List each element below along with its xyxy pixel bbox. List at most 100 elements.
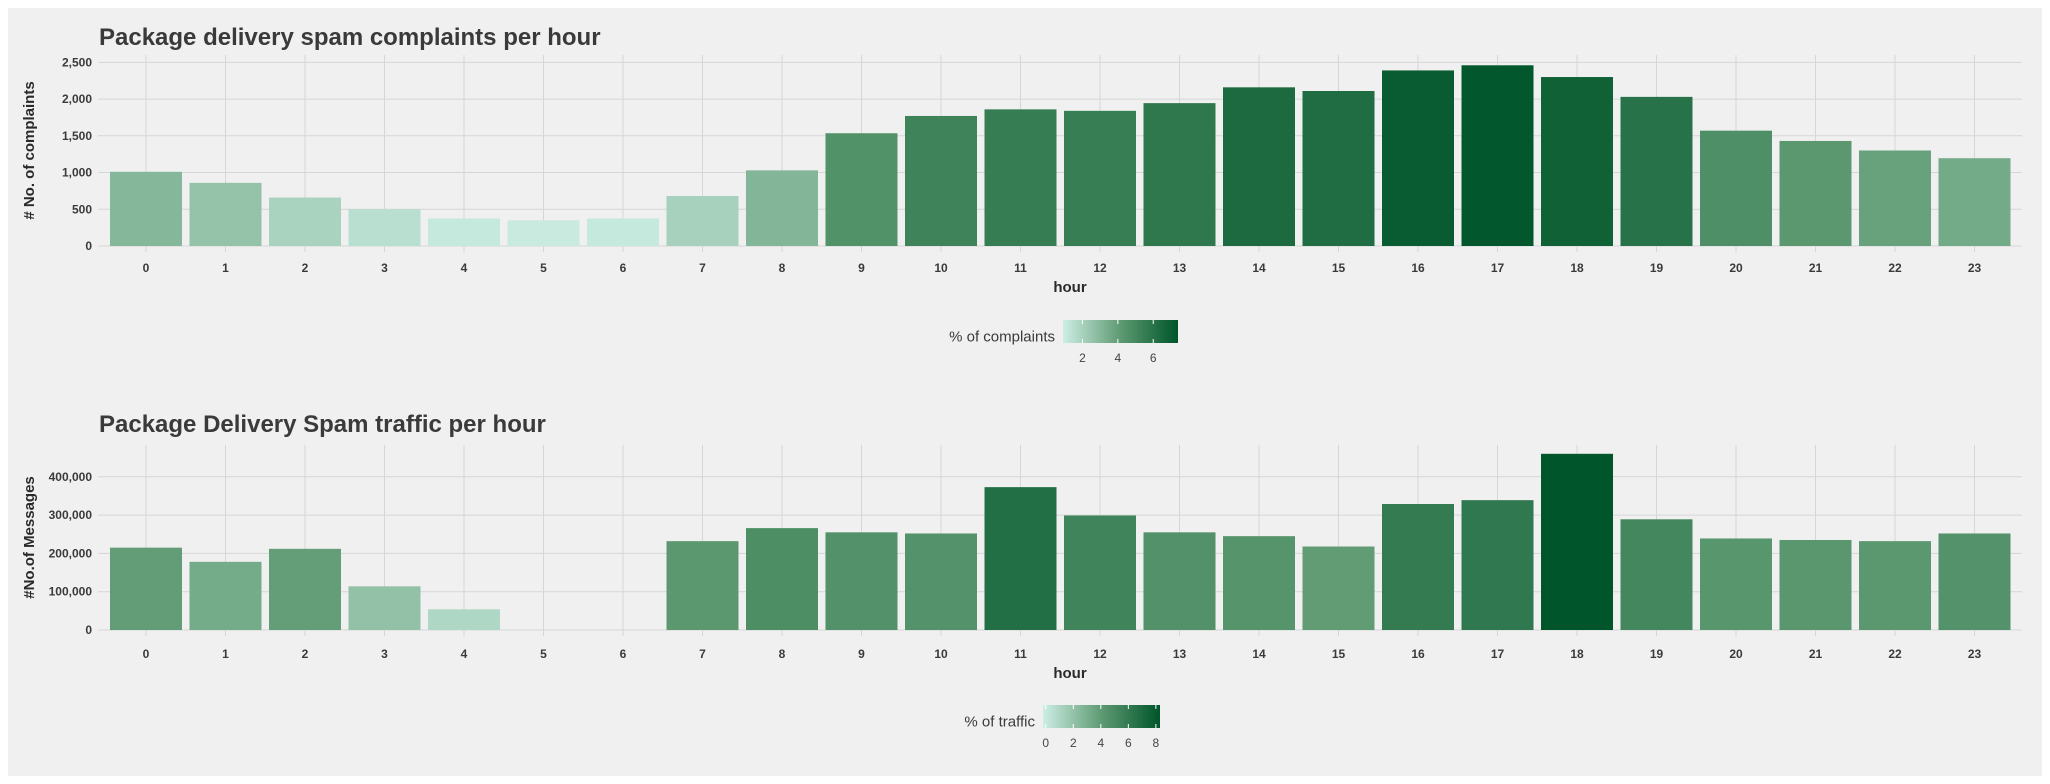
bar-hour-14 [1223,536,1295,630]
legend-tick-label: 2 [1070,736,1077,750]
chart-panel: Package delivery spam complaints per hou… [8,8,2042,776]
bar-hour-17 [1461,65,1534,247]
bar-hour-19 [1620,519,1693,630]
y-tick-label: 2,000 [62,92,92,106]
bar-hour-13 [1143,103,1216,246]
x-tick-label: 23 [1968,261,1982,275]
x-tick-label: 20 [1729,647,1743,661]
bar-hour-1 [189,182,262,246]
x-tick-label: 10 [934,261,948,275]
x-tick-label: 14 [1252,261,1266,275]
bar-hour-21 [1779,140,1852,246]
bar-hour-2 [269,548,341,630]
bar-hour-19 [1620,96,1693,246]
x-tick-label: 15 [1332,261,1346,275]
x-axis-title: hour [1053,665,1086,682]
bar-hour-3 [348,209,421,246]
legend-tick-label: 4 [1115,351,1122,365]
x-tick-label: 11 [1014,647,1027,661]
bar-hour-20 [1700,538,1772,630]
bar-hour-9 [825,133,898,246]
x-tick-label: 3 [381,261,388,275]
bar-hour-21 [1779,539,1852,630]
legend-colorbar [1063,320,1178,343]
x-tick-label: 4 [461,261,468,275]
legend-title: % of complaints [949,329,1055,346]
x-tick-label: 10 [934,647,948,661]
bar-hour-18 [1541,453,1613,630]
x-tick-label: 21 [1809,647,1823,661]
bar-hour-11 [984,109,1057,246]
y-tick-label: 500 [72,202,92,216]
charts-svg: Package delivery spam complaints per hou… [21,24,2022,750]
x-tick-label: 9 [858,261,865,275]
bar-hour-7 [666,196,739,246]
x-tick-label: 13 [1173,261,1187,275]
y-axis-title: # No. of complaints [21,81,38,219]
bar-hour-18 [1541,77,1613,247]
bar-hour-15 [1302,546,1375,630]
chart-title: Package delivery spam complaints per hou… [99,24,601,51]
x-tick-label: 4 [461,647,468,661]
x-tick-label: 17 [1491,261,1505,275]
x-tick-label: 22 [1888,647,1902,661]
x-tick-label: 9 [858,647,865,661]
x-tick-label: 3 [381,647,388,661]
bar-hour-7 [666,541,739,630]
bar-hour-22 [1859,150,1931,246]
y-tick-label: 100,000 [49,585,93,599]
x-tick-label: 5 [540,647,547,661]
bar-hour-16 [1382,70,1454,246]
bar-hour-23 [1938,158,2011,246]
y-tick-label: 1,500 [62,129,92,143]
x-tick-label: 18 [1570,647,1584,661]
x-tick-label: 7 [699,261,706,275]
legend-tick-label: 0 [1042,736,1049,750]
x-tick-label: 8 [779,647,786,661]
x-tick-label: 19 [1650,261,1664,275]
bar-hour-9 [825,532,898,630]
x-tick-label: 11 [1014,261,1027,275]
bar-hour-16 [1382,503,1454,630]
bar-hour-6 [587,218,659,246]
x-tick-label: 0 [143,261,150,275]
x-tick-label: 13 [1173,647,1187,661]
bar-hour-0 [110,171,182,246]
x-tick-label: 12 [1093,647,1107,661]
bar-hour-17 [1461,500,1534,630]
y-tick-label: 300,000 [49,508,93,522]
bar-hour-12 [1064,515,1136,630]
x-tick-label: 23 [1968,647,1982,661]
legend-colorbar [1043,705,1160,728]
x-tick-label: 6 [620,261,627,275]
x-tick-label: 22 [1888,261,1902,275]
x-axis-title: hour [1053,279,1086,296]
x-tick-label: 15 [1332,647,1346,661]
legend-tick-label: 6 [1150,351,1157,365]
x-tick-label: 2 [302,647,309,661]
x-tick-label: 17 [1491,647,1505,661]
bar-hour-15 [1302,90,1375,246]
x-tick-label: 1 [222,647,229,661]
bar-hour-5 [507,220,580,246]
legend-tick-label: 2 [1079,351,1086,365]
bar-hour-4 [428,609,500,630]
bar-hour-23 [1938,533,2011,630]
x-tick-label: 12 [1093,261,1107,275]
y-axis-title: #No.of Messages [21,476,38,599]
x-tick-label: 14 [1252,647,1266,661]
x-tick-label: 16 [1411,647,1425,661]
x-tick-label: 18 [1570,261,1584,275]
legend-title: % of traffic [964,714,1035,731]
legend-tick-label: 6 [1125,736,1132,750]
bar-hour-2 [269,197,341,246]
x-tick-label: 20 [1729,261,1743,275]
bar-hour-10 [905,533,977,630]
x-tick-label: 0 [143,647,150,661]
y-tick-label: 0 [85,239,92,253]
bar-hour-10 [905,115,977,246]
y-tick-label: 1,000 [62,166,92,180]
y-tick-label: 2,500 [62,55,92,69]
legend-tick-label: 8 [1153,736,1160,750]
x-tick-label: 5 [540,261,547,275]
